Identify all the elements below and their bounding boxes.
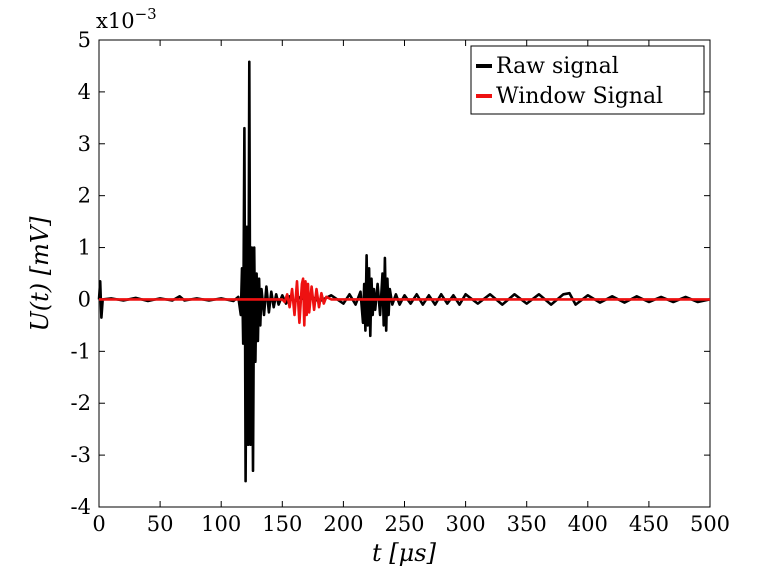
x-tick-label: 50 bbox=[147, 512, 174, 536]
y-axis-label: U(t) [mV] bbox=[26, 216, 54, 332]
legend: Raw signal Window Signal bbox=[470, 45, 705, 115]
legend-label-raw-signal: Raw signal bbox=[496, 54, 619, 79]
y-tick-label: -4 bbox=[71, 495, 91, 519]
y-tick-label: 5 bbox=[78, 28, 91, 52]
y-tick-label: -3 bbox=[71, 443, 91, 467]
x-tick-label: 300 bbox=[446, 512, 486, 536]
series-layer bbox=[97, 60, 711, 483]
y-tick-label: -1 bbox=[71, 339, 91, 363]
x-axis-label: t [μs] bbox=[372, 539, 437, 567]
y-tick-label: 0 bbox=[78, 287, 91, 311]
x-tick-label: 100 bbox=[201, 512, 241, 536]
x-tick-label: 350 bbox=[507, 512, 547, 536]
x-tick-label: 0 bbox=[92, 512, 105, 536]
axis-ticks bbox=[98, 39, 711, 508]
x-tick-label: 200 bbox=[323, 512, 363, 536]
x-tick-label: 250 bbox=[384, 512, 424, 536]
y-tick-label: -2 bbox=[71, 391, 91, 415]
legend-label-window-signal: Window Signal bbox=[496, 84, 663, 109]
y-tick-label: 3 bbox=[78, 132, 91, 156]
x-tick-label: 500 bbox=[690, 512, 730, 536]
y-tick-label: 1 bbox=[78, 236, 91, 260]
y-multiplier: x10−3 bbox=[96, 5, 157, 33]
y-tick-label: 2 bbox=[78, 184, 91, 208]
series-line-window-signal bbox=[99, 277, 710, 327]
series-line-raw-signal bbox=[97, 60, 711, 483]
x-tick-labels: 0 50 100 150 200 250 300 350 400 450 500 bbox=[92, 512, 730, 536]
x-tick-label: 150 bbox=[262, 512, 302, 536]
x-tick-label: 400 bbox=[568, 512, 608, 536]
y-tick-label: 4 bbox=[78, 80, 91, 104]
y-tick-labels: -4 -3 -2 -1 0 1 2 3 4 5 bbox=[71, 28, 91, 519]
x-tick-label: 450 bbox=[629, 512, 669, 536]
legend-box bbox=[470, 45, 705, 115]
